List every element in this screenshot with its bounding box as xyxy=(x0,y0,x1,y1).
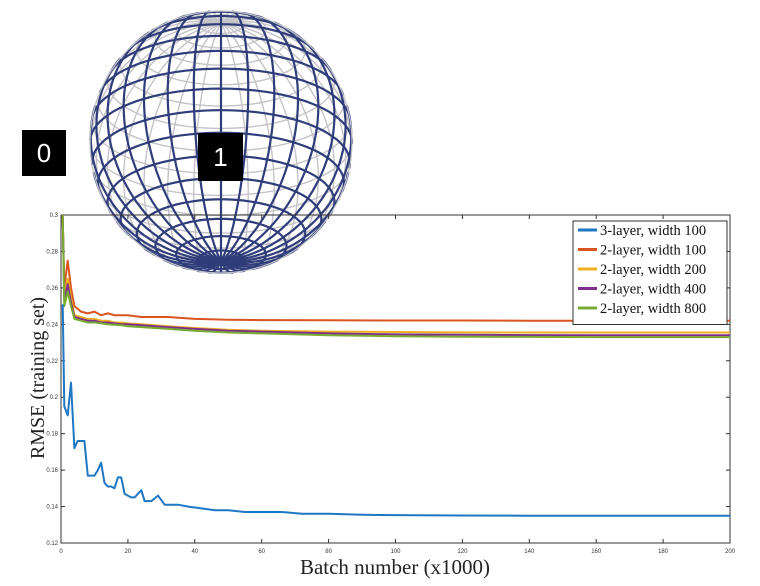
sphere-grid-line xyxy=(220,87,353,144)
region-marker-0: 0 xyxy=(22,130,66,176)
sphere-grid-line xyxy=(91,67,222,117)
sphere-grid-line xyxy=(89,105,222,263)
sphere-grid-line xyxy=(106,31,222,263)
series-line-1 xyxy=(61,304,730,517)
x-tick-label: 140 xyxy=(524,549,535,555)
x-tick-label: 180 xyxy=(658,549,669,555)
y-tick-label: 0.22 xyxy=(46,359,58,365)
sphere-grid-line xyxy=(98,49,222,93)
sphere-grid-line xyxy=(142,14,222,263)
sphere-grid-line xyxy=(220,11,276,263)
legend-entry-label: 2-layer, width 200 xyxy=(600,262,706,278)
legend-entry-label: 2-layer, width 100 xyxy=(600,243,706,259)
legend-entry-label: 2-layer, width 400 xyxy=(600,282,706,298)
sphere-grid-line xyxy=(122,21,222,263)
sphere-grid-line xyxy=(220,31,336,263)
series-line-5 xyxy=(61,214,730,339)
rmse-line-chart: 0 20 40 60 80 100 120 140 160 180 200 0.12 0.14 0.16… xyxy=(27,213,736,579)
sphere-grid-line xyxy=(220,105,353,263)
sphere-grid-line xyxy=(220,14,300,263)
sphere-outline xyxy=(89,10,353,274)
y-tick-label: 0.28 xyxy=(46,249,58,255)
y-tick-label: 0.26 xyxy=(46,286,58,292)
sphere-grid-line xyxy=(130,23,222,49)
series-line-2 xyxy=(61,214,730,322)
region-marker-1: 1 xyxy=(198,133,243,181)
x-tick-label: 40 xyxy=(191,549,198,555)
x-tick-label: 20 xyxy=(125,549,132,555)
sphere-grid-line xyxy=(90,109,222,165)
sphere-grid-line xyxy=(220,21,320,263)
series-line-4 xyxy=(61,214,730,337)
x-tick-label: 60 xyxy=(258,549,265,555)
x-tick-label: 100 xyxy=(390,549,401,555)
sphere-grid-line xyxy=(220,154,336,217)
x-tick-label: 80 xyxy=(325,549,332,555)
y-tick-label: 0.24 xyxy=(46,322,58,328)
sphere-grid-line xyxy=(106,154,222,214)
x-axis-ticks: 0 20 40 60 80 100 120 140 160 180 200 xyxy=(59,215,736,555)
legend-entry-label: 3-layer, width 100 xyxy=(600,223,706,239)
sphere-grid-line xyxy=(119,46,322,107)
sphere-grid-line xyxy=(192,10,222,263)
x-tick-label: 160 xyxy=(591,549,602,555)
legend-entry-label: 2-layer, width 800 xyxy=(600,301,706,317)
series-lines xyxy=(61,214,730,517)
sphere-grid-line xyxy=(106,21,222,250)
y-tick-label: 0.14 xyxy=(46,505,58,511)
x-tick-label: 0 xyxy=(59,549,63,555)
y-tick-label: 0.12 xyxy=(46,541,58,547)
y-tick-label: 0.2 xyxy=(50,395,59,401)
sphere-grid-line xyxy=(220,21,336,250)
x-tick-label: 120 xyxy=(457,549,468,555)
x-tick-label: 200 xyxy=(725,549,736,555)
x-axis-label: Batch number (x1000) xyxy=(300,555,490,579)
sphere-grid-line xyxy=(220,34,332,72)
y-tick-label: 0.3 xyxy=(50,213,59,219)
chart-legend: 3-layer, width 100 2-layer, width 100 2-la… xyxy=(572,220,728,325)
sphere-grid-line xyxy=(95,57,222,263)
legend-box xyxy=(572,220,728,325)
sphere-grid-line xyxy=(166,11,222,263)
sphere-grid-line xyxy=(220,198,307,254)
sphere-grid-line xyxy=(220,10,250,263)
y-tick-label: 0.16 xyxy=(46,468,58,474)
sphere-grid-line xyxy=(220,57,347,263)
y-axis-label: RMSE (training set) xyxy=(27,297,49,459)
y-axis-ticks: 0.12 0.14 0.16 0.18 0.2 0.22 0.24 0.26 0.28 0.3 xyxy=(46,213,730,547)
y-tick-label: 0.18 xyxy=(46,432,58,438)
